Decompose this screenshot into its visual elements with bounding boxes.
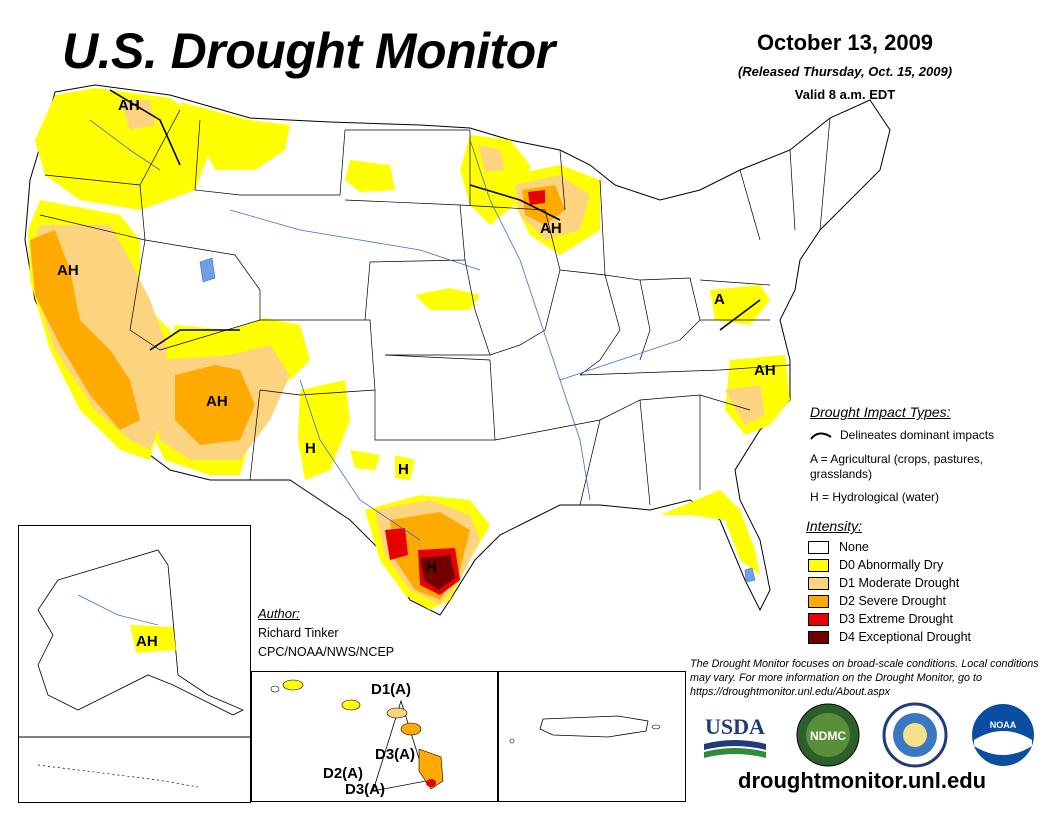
legend-item-d3: D3 Extreme Drought (808, 612, 953, 626)
legend-item-d0: D0 Abnormally Dry (808, 558, 943, 572)
hi-label-4: D3(A) (345, 781, 385, 798)
map-date: October 13, 2009 (756, 30, 934, 55)
legend-label: D3 Extreme Drought (839, 612, 953, 626)
label-nw: AH (118, 97, 140, 114)
noaa-logo: NOAA (972, 704, 1034, 766)
release-date: (Released Thursday, Oct. 15, 2009) (737, 64, 953, 79)
hi-label-3: D2(A) (323, 765, 363, 782)
impact-hydrological: H = Hydrological (water) (810, 490, 940, 504)
hi-label-2: D3(A) (375, 746, 415, 763)
legend-swatch (808, 612, 829, 626)
label-ak: AH (136, 633, 158, 650)
impact-types-title: Drought Impact Types: (810, 404, 951, 420)
hawaii-inset: D1(A) D3(A) D2(A) D3(A) (251, 671, 498, 802)
legend-item-d4: D4 Exceptional Drought (808, 630, 971, 644)
label-az: AH (206, 393, 228, 410)
state-lines (39, 109, 831, 506)
legend-label: D0 Abnormally Dry (839, 558, 944, 572)
d4-areas (420, 555, 455, 590)
map-title: U.S. Drought Monitor (62, 23, 555, 79)
commerce-seal-logo (882, 702, 948, 768)
legend-swatch (808, 630, 829, 644)
alaska-inset: AH (18, 525, 251, 803)
puerto-rico-shape (539, 715, 649, 738)
hi-label-1: D1(A) (371, 681, 411, 698)
disclaimer-note: The Drought Monitor focuses on broad-sca… (690, 658, 1039, 698)
noaa-logo-text: NOAA (990, 720, 1017, 730)
label-ca: AH (57, 262, 79, 279)
legend-swatch (808, 558, 829, 572)
legend-swatch (808, 594, 829, 608)
label-wi: AH (540, 220, 562, 237)
ndmc-logo: NDMC (796, 703, 860, 767)
author-title: Author: (258, 606, 300, 621)
ndmc-logo-text: NDMC (810, 729, 846, 743)
delineation-line-icon (810, 432, 832, 440)
legend-label: None (839, 540, 869, 554)
intensity-title: Intensity: (806, 518, 863, 534)
legend-item-d2: D2 Severe Drought (808, 594, 946, 608)
label-nc: AH (754, 362, 776, 379)
legend-swatch (808, 540, 829, 554)
legend-swatch (808, 576, 829, 590)
impact-agricultural: A = Agricultural (crops, pastures, grass… (810, 452, 984, 481)
us-outline (24, 84, 891, 616)
legend-item-d1: D1 Moderate Drought (808, 576, 959, 590)
alaska-d0 (130, 625, 176, 653)
site-url[interactable]: droughtmonitor.unl.edu (738, 768, 987, 793)
label-pa: A (714, 291, 725, 308)
label-tx-north: H (398, 461, 409, 478)
rivers (89, 119, 681, 541)
impact-line-legend: Delineates dominant impacts (810, 428, 994, 442)
usda-logo: USDA (704, 714, 766, 758)
legend-item-none: None (808, 540, 869, 554)
legend-label: D1 Moderate Drought (839, 576, 960, 590)
legend-label: D4 Exceptional Drought (839, 630, 972, 644)
puerto-rico-inset (498, 671, 686, 802)
usda-logo-text: USDA (705, 714, 765, 739)
impact-line-desc: Delineates dominant impacts (840, 428, 995, 442)
valid-time: Valid 8 a.m. EDT (794, 87, 896, 102)
author-org: CPC/NOAA/NWS/NCEP (258, 645, 395, 659)
author-name: Richard Tinker (258, 626, 339, 640)
legend-label: D2 Severe Drought (839, 594, 947, 608)
label-nm: H (305, 440, 316, 457)
label-tx-south: H (426, 559, 437, 576)
lakes (199, 257, 756, 583)
